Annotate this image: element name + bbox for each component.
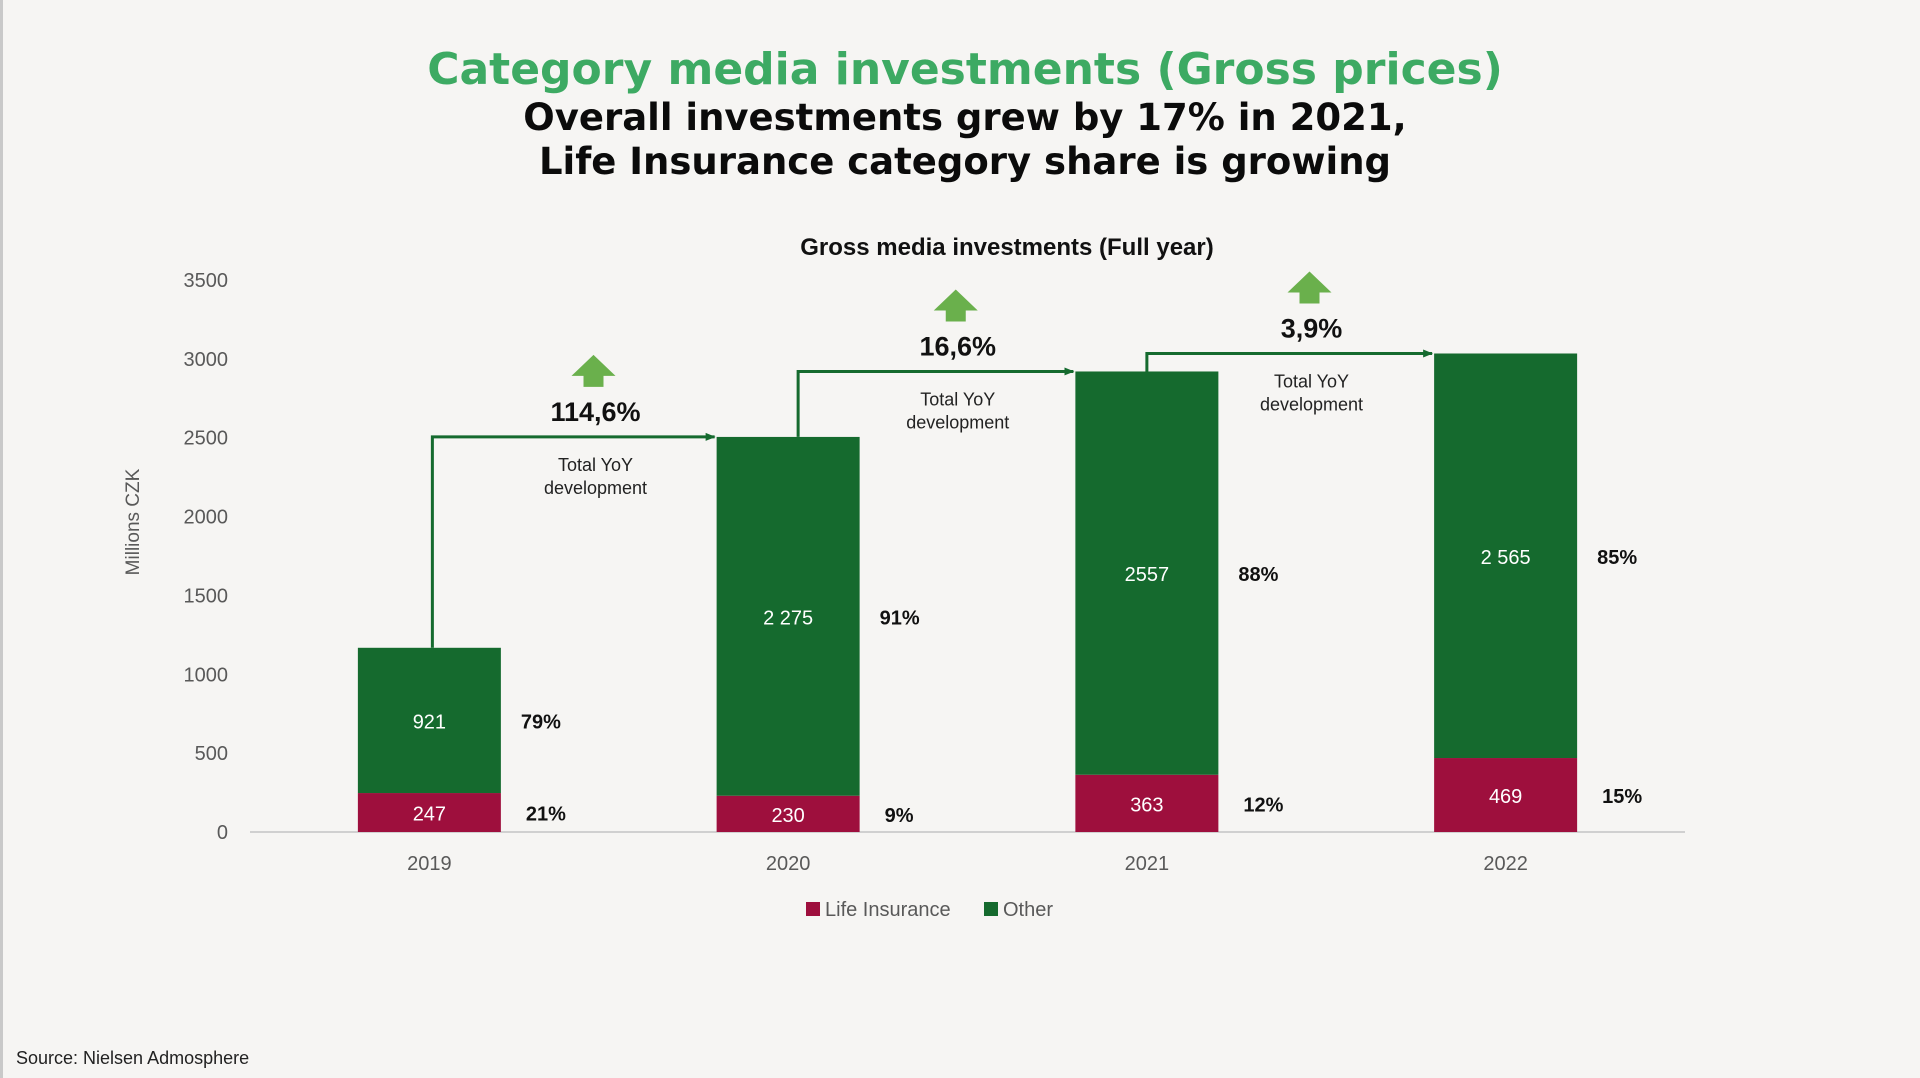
yoy-label-line2: development	[1260, 394, 1363, 414]
yoy-label-line1: Total YoY	[1274, 371, 1349, 391]
yoy-percent: 3,9%	[1281, 313, 1343, 343]
share-label-life-insurance: 21%	[526, 804, 566, 826]
yoy-connector-arrow	[430, 432, 716, 648]
data-label-life-insurance: 469	[1489, 786, 1522, 808]
bar-life-insurance-2021	[1075, 774, 1219, 832]
yoy-percent: 114,6%	[550, 397, 640, 427]
bar-other-2020	[716, 436, 860, 796]
growth-up-arrow-icon	[571, 354, 616, 387]
growth-up-arrow-icon	[933, 289, 978, 322]
y-axis-label: Millions CZK	[123, 468, 144, 575]
yoy-connector-arrow	[796, 367, 1075, 437]
data-label-other: 2 275	[763, 607, 813, 629]
chart-title: Gross media investments (Full year)	[800, 234, 1213, 261]
legend-swatch-life-insurance	[806, 902, 820, 916]
bar-other-2019	[357, 647, 501, 794]
y-tick-label: 3000	[184, 349, 229, 371]
bar-other-2022	[1434, 353, 1578, 759]
share-label-other: 85%	[1597, 547, 1637, 569]
bar-life-insurance-2022	[1434, 758, 1578, 832]
legend-label-life-insurance: Life Insurance	[825, 899, 951, 921]
x-tick-label: 2022	[1483, 853, 1528, 875]
share-label-life-insurance: 15%	[1602, 786, 1642, 808]
bar-life-insurance-2020	[716, 795, 860, 832]
subtitle-line-2: Life Insurance category share is growing	[538, 140, 1392, 183]
share-label-other: 88%	[1238, 564, 1278, 586]
y-tick-label: 2500	[184, 428, 229, 450]
data-label-life-insurance: 363	[1130, 794, 1163, 816]
data-label-other: 2557	[1125, 564, 1170, 586]
share-label-life-insurance: 12%	[1243, 794, 1283, 816]
data-label-life-insurance: 230	[771, 805, 804, 827]
share-label-other: 79%	[521, 711, 561, 733]
data-label-other: 2 565	[1481, 547, 1531, 569]
x-tick-label: 2019	[407, 853, 452, 875]
share-label-other: 91%	[880, 607, 920, 629]
subtitle-line-1: Overall investments grew by 17% in 2021,	[523, 96, 1407, 139]
slide-subtitle: Overall investments grew by 17% in 2021,…	[0, 96, 1920, 184]
slide-title: Category media investments (Gross prices…	[427, 44, 1503, 95]
legend-label-other: Other	[1003, 899, 1053, 921]
growth-up-arrow-icon	[1287, 271, 1332, 304]
x-tick-label: 2020	[766, 853, 811, 875]
x-tick-label: 2021	[1125, 853, 1170, 875]
bar-life-insurance-2019	[357, 793, 501, 832]
y-tick-label: 2000	[184, 507, 229, 529]
data-label-life-insurance: 247	[413, 804, 446, 826]
y-tick-label: 500	[195, 743, 228, 765]
yoy-label-line1: Total YoY	[920, 389, 995, 409]
yoy-label-line2: development	[544, 478, 647, 498]
data-label-other: 921	[413, 711, 446, 733]
legend-swatch-other	[984, 902, 998, 916]
yoy-label-line1: Total YoY	[558, 455, 633, 475]
y-tick-label: 1500	[184, 585, 229, 607]
yoy-connector-arrow	[1145, 349, 1434, 372]
slide-edge	[0, 0, 3, 1078]
y-tick-label: 1000	[184, 664, 229, 686]
bar-other-2021	[1075, 371, 1219, 775]
y-tick-label: 0	[217, 822, 228, 844]
yoy-label-line2: development	[906, 412, 1009, 432]
yoy-percent: 16,6%	[919, 331, 996, 361]
share-label-life-insurance: 9%	[885, 805, 914, 827]
y-tick-label: 3500	[184, 270, 229, 292]
source-note: Source: Nielsen Admosphere	[16, 1048, 250, 1068]
